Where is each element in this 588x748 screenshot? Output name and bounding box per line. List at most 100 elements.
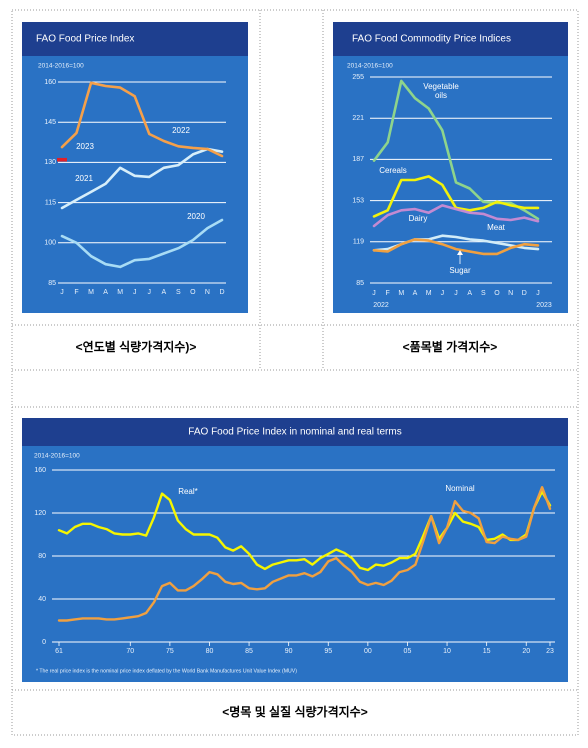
table-border [11, 9, 579, 736]
x-tick-label: 95 [324, 648, 332, 655]
x-group-label: 2023 [536, 302, 552, 309]
series-label: Vegetable oils [423, 82, 459, 100]
x-tick-label: 90 [285, 648, 293, 655]
series-line [60, 218, 224, 269]
x-tick-label: F [386, 290, 390, 297]
series-label: 2021 [75, 174, 93, 183]
series-label: Cereals [379, 166, 407, 175]
series-label: Real* [178, 487, 198, 496]
chart: FAO Food Commodity Price Indices 2014-201… [333, 22, 568, 313]
y-tick-label: 40 [38, 596, 46, 603]
x-tick-label: M [88, 289, 94, 296]
x-tick-label: S [481, 290, 486, 297]
x-tick-label: 05 [404, 648, 412, 655]
y-tick-label: 145 [44, 119, 56, 126]
x-group-label: 2022 [373, 302, 389, 309]
chart-title: FAO Food Price Index in nominal and real… [188, 427, 401, 438]
pointer-head [457, 250, 463, 255]
x-tick-label: F [74, 289, 78, 296]
x-tick-label: J [372, 290, 376, 297]
x-tick-label: N [508, 290, 513, 297]
title-bar [22, 418, 568, 446]
title-bar [22, 22, 248, 56]
y-tick-label: 130 [44, 159, 56, 166]
chart-subtitle: 2014-2016=100 [34, 453, 80, 460]
y-tick-label: 115 [45, 199, 56, 206]
series-line [60, 81, 224, 158]
series-label: Dairy [409, 214, 428, 223]
series-label-text: Vegetable oils [423, 82, 459, 100]
series-line [372, 204, 540, 228]
y-tick-label: 153 [352, 197, 364, 204]
x-tick-label: J [454, 290, 458, 297]
caption: <명목 및 실질 식량가격지수> [222, 704, 367, 719]
y-tick-label: 0 [42, 639, 46, 646]
series-line [57, 486, 552, 622]
x-tick-label: D [219, 289, 224, 296]
y-tick-label: 85 [48, 280, 56, 287]
y-tick-label: 100 [44, 240, 56, 247]
x-tick-label: 70 [126, 648, 134, 655]
x-tick-label: A [103, 289, 108, 296]
caption: <연도별 식량가격지수)> [76, 339, 197, 354]
x-tick-label: O [494, 290, 500, 297]
y-tick-label: 255 [352, 74, 364, 81]
series-label: Nominal [445, 484, 475, 493]
chart-panel [22, 22, 248, 313]
x-tick-label: 20 [522, 648, 530, 655]
series-label: Sugar [449, 266, 471, 275]
series-label: Meat [487, 223, 506, 232]
chart: FAO Food Price Index 2014-2016=100 85 100 11… [22, 22, 248, 313]
footnote: * The real price index is the nominal pr… [36, 668, 297, 674]
chart-title: FAO Food Commodity Price Indices [352, 34, 511, 45]
x-tick-label: J [133, 289, 137, 296]
x-tick-label: D [522, 290, 527, 297]
x-tick-label: 10 [443, 648, 451, 655]
series-line [57, 490, 552, 572]
x-tick-label: M [117, 289, 123, 296]
y-tick-label: 187 [352, 156, 364, 163]
y-tick-label: 80 [38, 553, 46, 560]
y-tick-label: 221 [352, 115, 364, 122]
series-label: 2022 [172, 126, 190, 135]
x-tick-label: J [536, 290, 540, 297]
x-tick-label: S [176, 289, 181, 296]
table-frame [11, 9, 579, 736]
chart-subtitle: 2014-2016=100 [347, 63, 393, 70]
chart-panel [22, 418, 568, 682]
x-tick-label: N [205, 289, 210, 296]
x-tick-label: O [190, 289, 196, 296]
y-tick-label: 119 [353, 239, 364, 246]
chart-title: FAO Food Price Index [36, 34, 134, 45]
x-tick-label: 15 [483, 648, 491, 655]
series-line [372, 79, 540, 221]
x-tick-label: 00 [364, 648, 372, 655]
x-tick-label: A [413, 290, 418, 297]
series-line [60, 147, 224, 210]
x-tick-label: 80 [206, 648, 214, 655]
series-label: 2020 [187, 212, 205, 221]
x-tick-label: A [161, 289, 166, 296]
chart-subtitle: 2014-2016=100 [38, 63, 84, 70]
y-tick-label: 160 [34, 467, 46, 474]
x-tick-label: 61 [55, 648, 63, 655]
title-bar [333, 22, 568, 56]
series-line [372, 238, 540, 256]
y-tick-label: 85 [356, 280, 364, 287]
chart-panel [333, 22, 568, 313]
series-label: 2023 [76, 142, 94, 151]
y-tick-label: 120 [34, 510, 46, 517]
chart: FAO Food Price Index in nominal and real… [22, 418, 568, 682]
x-tick-label: J [60, 289, 64, 296]
x-tick-label: J [441, 290, 445, 297]
x-tick-label: 85 [245, 648, 253, 655]
x-tick-label: J [148, 289, 152, 296]
x-tick-label: M [426, 290, 432, 297]
caption: <품목별 가격지수> [403, 339, 498, 354]
x-tick-label: 23 [546, 648, 554, 655]
x-tick-label: 75 [166, 648, 174, 655]
x-tick-label: M [398, 290, 404, 297]
y-tick-label: 160 [44, 79, 56, 86]
x-tick-label: A [467, 290, 472, 297]
